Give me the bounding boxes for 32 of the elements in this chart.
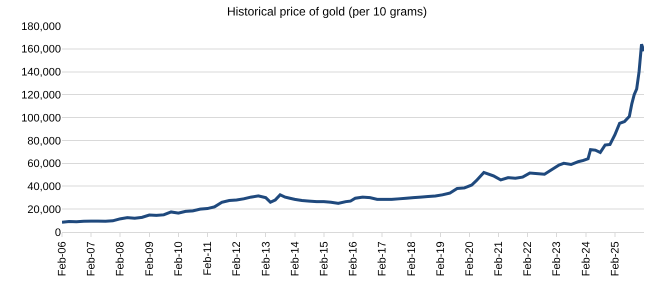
- x-tick-label: Feb-08: [114, 241, 127, 276]
- y-tick-label: 180,000: [21, 20, 61, 33]
- y-tick-label: 160,000: [21, 44, 61, 56]
- y-tick-label: 60,000: [27, 158, 61, 170]
- x-tick-label: Feb-12: [231, 241, 244, 276]
- y-tick-label: 120,000: [21, 90, 61, 102]
- chart-title: Historical price of gold (per 10 grams): [226, 4, 428, 19]
- x-tick-label: Feb-16: [348, 241, 360, 276]
- x-tick-label: Feb-22: [522, 241, 534, 276]
- x-tick-label: Feb-25: [609, 241, 622, 276]
- y-tick-label: 40,000: [27, 181, 61, 194]
- y-tick-label: 0: [54, 226, 61, 239]
- x-tick-label: Feb-21: [493, 241, 506, 276]
- y-tick-label: 140,000: [21, 66, 61, 79]
- x-tick-label: Feb-24: [580, 241, 592, 276]
- x-tick-label: Feb-19: [434, 241, 447, 276]
- x-tick-label: Feb-06: [56, 241, 69, 276]
- x-tick-label: Feb-14: [289, 241, 302, 276]
- x-tick-label: Feb-18: [406, 241, 418, 276]
- x-tick-label: Feb-23: [551, 241, 564, 276]
- x-tick-label: Feb-10: [172, 241, 185, 276]
- x-tick-label: Feb-20: [464, 241, 476, 276]
- x-tick-label: Feb-13: [260, 241, 272, 276]
- y-tick-label: 20,000: [27, 204, 61, 216]
- line-series: [62, 42, 644, 224]
- x-tick-label: Feb-07: [86, 241, 98, 276]
- x-tick-label: Feb-17: [376, 241, 389, 276]
- x-tick-label: Feb-11: [202, 241, 214, 276]
- x-tick-label: Feb-15: [318, 241, 330, 276]
- y-tick-label: 80,000: [27, 135, 61, 148]
- y-tick-label: 100,000: [21, 112, 61, 124]
- x-tick-label: Feb-09: [144, 241, 156, 276]
